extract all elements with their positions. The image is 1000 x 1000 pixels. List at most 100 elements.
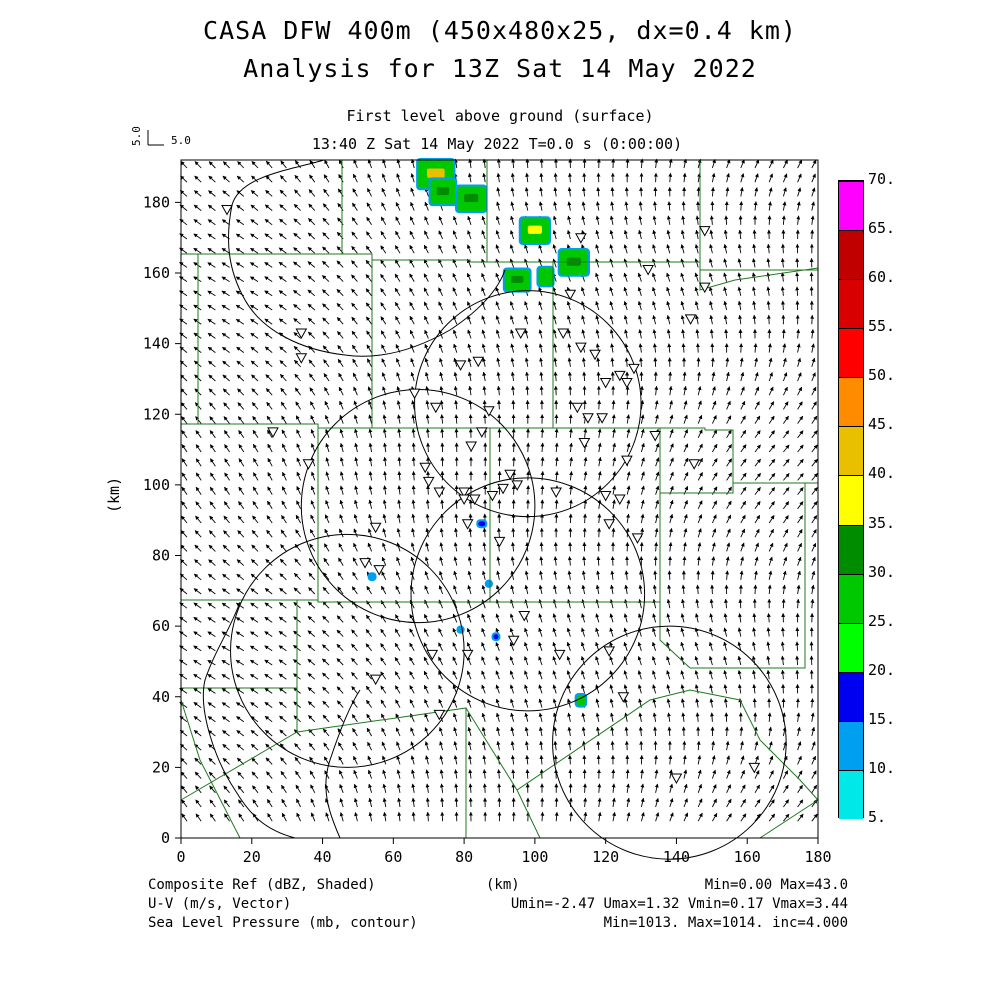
wind-vector bbox=[766, 243, 771, 254]
wind-vector bbox=[454, 783, 459, 793]
wind-vector bbox=[307, 289, 316, 297]
wind-vector bbox=[595, 329, 600, 339]
wind-vector bbox=[595, 698, 600, 708]
wind-vector bbox=[193, 204, 202, 211]
wind-vector bbox=[207, 573, 216, 581]
wind-vector bbox=[251, 757, 259, 765]
wind-vector bbox=[552, 315, 557, 325]
wind-vector bbox=[410, 556, 415, 566]
wind-vector bbox=[223, 416, 230, 424]
wind-vector bbox=[208, 559, 216, 566]
wind-vector bbox=[351, 615, 358, 623]
wind-vector bbox=[380, 273, 387, 282]
wind-vector bbox=[539, 740, 544, 751]
wind-vector bbox=[626, 797, 631, 808]
x-axis-ticks: 0 20 40 60 80 100 120 140 160 180 bbox=[176, 838, 832, 866]
wind-vector bbox=[810, 712, 815, 722]
wind-vector bbox=[567, 740, 572, 751]
wind-vector bbox=[553, 754, 558, 765]
wind-vector bbox=[308, 203, 316, 211]
wind-vector bbox=[609, 684, 614, 694]
wind-vector bbox=[752, 229, 757, 240]
wind-vector bbox=[380, 671, 387, 680]
wind-vector bbox=[596, 556, 601, 566]
wind-vector bbox=[207, 716, 216, 723]
wind-vector bbox=[266, 415, 273, 424]
wind-vector bbox=[382, 513, 387, 524]
wind-vector bbox=[236, 360, 245, 368]
wind-vector bbox=[797, 515, 803, 524]
wind-vector bbox=[264, 659, 273, 666]
wind-vector bbox=[482, 740, 487, 751]
wind-vector bbox=[811, 357, 816, 367]
wind-vector bbox=[524, 670, 529, 680]
wind-vector bbox=[397, 428, 402, 438]
wind-vector bbox=[394, 273, 401, 282]
wind-vector bbox=[566, 300, 571, 311]
wind-vector bbox=[366, 330, 372, 339]
wind-vector bbox=[611, 499, 616, 509]
wind-vector bbox=[266, 529, 273, 538]
y-tick-label: 60 bbox=[152, 617, 170, 635]
wind-vector bbox=[221, 262, 230, 268]
wind-vector bbox=[609, 286, 614, 296]
wind-vector bbox=[366, 202, 372, 211]
wind-vector bbox=[540, 442, 545, 453]
wind-vector bbox=[453, 542, 458, 552]
wind-vector bbox=[726, 458, 733, 467]
wind-vector bbox=[468, 385, 473, 396]
wind-vector bbox=[697, 500, 703, 509]
wind-vector bbox=[640, 769, 645, 779]
wind-vector bbox=[538, 599, 543, 609]
wind-vector bbox=[797, 755, 802, 765]
wind-vector bbox=[294, 387, 301, 396]
wind-vector bbox=[296, 798, 301, 808]
wind-vector bbox=[423, 259, 429, 268]
wind-vector bbox=[597, 783, 602, 793]
wind-vector bbox=[711, 784, 717, 793]
wind-vector bbox=[438, 287, 444, 296]
wind-vector bbox=[610, 740, 615, 751]
wind-vector bbox=[278, 276, 287, 282]
wind-vector bbox=[207, 645, 216, 652]
wind-vector bbox=[797, 401, 803, 410]
wind-vector bbox=[610, 201, 615, 211]
station-marker bbox=[426, 649, 439, 661]
wind-vector bbox=[510, 201, 515, 211]
wind-vector bbox=[553, 541, 558, 552]
wind-vector bbox=[424, 585, 429, 595]
footer-shaded-field: Composite Ref (dBZ, Shaded) bbox=[148, 877, 376, 893]
wind-vector bbox=[382, 158, 387, 169]
wind-vector bbox=[180, 388, 188, 396]
wind-vector bbox=[366, 344, 372, 353]
wind-vector bbox=[780, 655, 785, 666]
x-tick-label: 40 bbox=[314, 848, 332, 866]
wind-vector bbox=[811, 515, 818, 524]
wind-vector bbox=[311, 471, 316, 481]
wind-vector bbox=[264, 218, 273, 226]
wind-vector bbox=[524, 357, 529, 367]
wind-vector bbox=[281, 500, 287, 510]
wind-vector bbox=[724, 726, 729, 737]
wind-vector bbox=[538, 684, 543, 694]
wind-vector bbox=[666, 229, 671, 240]
wind-vector bbox=[795, 257, 800, 268]
station-marker bbox=[631, 533, 644, 544]
wind-vector bbox=[339, 428, 344, 438]
wind-vector bbox=[723, 229, 728, 240]
station-marker bbox=[698, 282, 711, 294]
county-line bbox=[759, 799, 819, 839]
wind-vector bbox=[280, 401, 287, 410]
wind-vector bbox=[723, 613, 728, 623]
wind-vector bbox=[668, 754, 673, 765]
wind-vector bbox=[235, 702, 245, 708]
county-line bbox=[690, 483, 806, 669]
wind-vector bbox=[610, 556, 615, 566]
wind-vector bbox=[723, 243, 728, 254]
wind-vector bbox=[609, 698, 614, 708]
wind-vector bbox=[236, 374, 245, 382]
wind-vector bbox=[354, 456, 359, 467]
wind-vector bbox=[696, 740, 701, 751]
wind-vector bbox=[438, 273, 444, 282]
county-line bbox=[660, 482, 818, 494]
